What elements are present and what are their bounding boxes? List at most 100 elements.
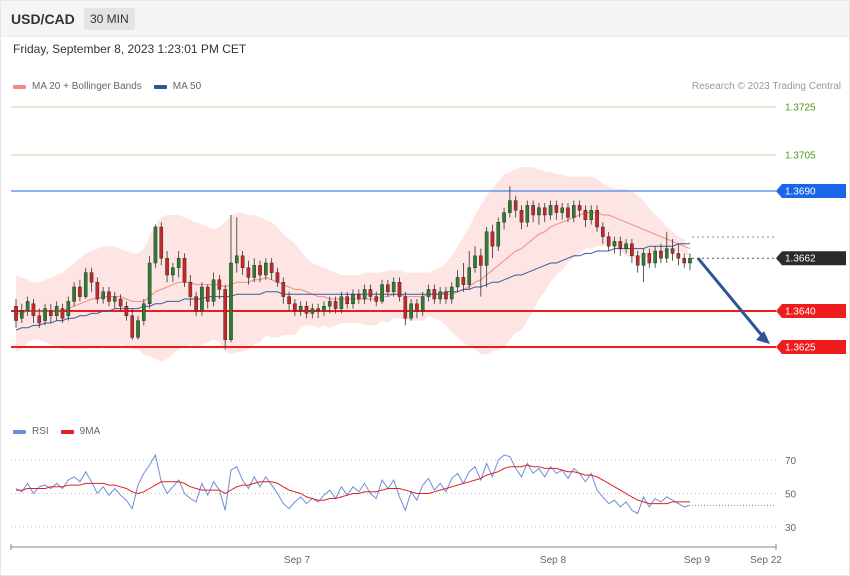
candle-body-71 <box>426 289 431 297</box>
price-label-1: 1.3705 <box>785 151 816 162</box>
level-tag-3 <box>776 251 846 266</box>
main-legend: MA 20 + Bollinger Bands MA 50 <box>13 81 213 92</box>
candle-body-49 <box>298 306 303 312</box>
candle-body-42 <box>258 265 262 276</box>
candle-body-68 <box>409 303 413 319</box>
candle-body-88 <box>525 205 530 223</box>
candle-body-26 <box>165 258 169 276</box>
candle-body-33 <box>205 286 210 302</box>
candle-body-0 <box>14 306 18 321</box>
candle-body-111 <box>659 250 663 259</box>
time-tick-label-0: Sep 7 <box>284 555 311 566</box>
candle-body-110 <box>653 250 657 264</box>
candle-body-74 <box>444 291 448 300</box>
candle-body-40 <box>246 267 251 278</box>
candle-body-69 <box>415 303 419 312</box>
candle-body-106 <box>630 243 634 257</box>
candle-body-113 <box>670 248 675 254</box>
candle-body-15 <box>101 291 105 300</box>
candle-body-41 <box>252 265 257 278</box>
candle-body-3 <box>31 303 36 316</box>
time-tick-label-2: Sep 9 <box>684 555 711 566</box>
candle-body-92 <box>548 205 553 216</box>
level-tag-5 <box>776 340 846 354</box>
candle-body-2 <box>25 301 30 312</box>
price-label-5: 1.3625 <box>785 343 816 354</box>
candle-body-65 <box>391 282 396 293</box>
candle-body-1 <box>20 310 24 319</box>
candle-body-62 <box>374 296 379 302</box>
legend-label-rsi: RSI <box>32 426 49 437</box>
candle-body-45 <box>275 272 280 283</box>
candle-body-25 <box>159 226 164 259</box>
candle-body-12 <box>83 272 88 297</box>
legend-item-ma20: MA 20 + Bollinger Bands <box>13 81 142 92</box>
candle-body-77 <box>461 277 466 285</box>
candle-body-47 <box>287 296 291 305</box>
candle-body-94 <box>560 207 564 213</box>
candle-body-52 <box>316 308 320 312</box>
candle-body-116 <box>688 258 692 264</box>
candle-body-31 <box>194 296 198 312</box>
candle-body-18 <box>118 298 123 307</box>
forecast-arrow-line <box>696 257 766 339</box>
candle-body-83 <box>496 221 501 247</box>
candle-body-37 <box>229 262 233 341</box>
candle-body-21 <box>136 320 140 338</box>
candle-body-51 <box>310 308 315 314</box>
candle-body-27 <box>171 267 175 276</box>
candle-body-54 <box>327 301 332 307</box>
candle-body-86 <box>513 200 518 211</box>
rsi-level-label-2: 30 <box>785 523 797 534</box>
candle-body-114 <box>676 253 681 259</box>
price-label-3: 1.3662 <box>785 254 816 265</box>
candle-body-19 <box>124 306 129 317</box>
candle-body-85 <box>508 200 512 213</box>
symbol-label: USD/CAD <box>11 11 75 27</box>
level-tag-2 <box>776 184 846 198</box>
candle-body-30 <box>188 282 193 297</box>
candle-body-108 <box>641 253 646 266</box>
candle-body-93 <box>554 205 559 213</box>
time-tick-label-1: Sep 8 <box>540 555 567 566</box>
copyright: Research © 2023 Trading Central <box>691 81 841 92</box>
timeframe-badge[interactable]: 30 MIN <box>84 8 135 30</box>
candle-body-16 <box>107 291 111 302</box>
rsi-ma-line <box>16 464 690 505</box>
candle-body-91 <box>542 207 547 216</box>
candle-body-107 <box>635 255 640 266</box>
candle-body-64 <box>386 284 390 293</box>
candle-body-78 <box>467 267 472 285</box>
candle-body-6 <box>49 310 53 317</box>
candle-body-28 <box>176 258 181 269</box>
candle-body-61 <box>368 289 373 297</box>
candle-body-72 <box>432 289 437 300</box>
candle-body-109 <box>647 253 652 264</box>
price-label-0: 1.3725 <box>785 103 816 114</box>
candle-body-112 <box>664 248 669 259</box>
candle-body-96 <box>571 205 576 218</box>
candle-body-10 <box>72 286 76 302</box>
candle-body-50 <box>304 306 309 314</box>
bollinger-band-area <box>16 167 690 362</box>
rsi-level-label-1: 50 <box>785 490 797 501</box>
candle-body-20 <box>130 315 135 338</box>
candle-body-46 <box>281 282 286 297</box>
candle-body-4 <box>37 315 42 324</box>
candle-body-56 <box>339 296 344 309</box>
rsi-level-label-0: 70 <box>785 456 797 467</box>
candle-body-90 <box>537 207 541 216</box>
candle-body-60 <box>362 289 367 300</box>
candle-body-9 <box>66 301 71 316</box>
candle-body-105 <box>624 243 628 249</box>
candle-body-81 <box>484 231 489 266</box>
level-tag-4 <box>776 304 846 318</box>
legend-label-ma20: MA 20 + Bollinger Bands <box>32 81 142 92</box>
candle-body-36 <box>223 289 227 340</box>
candle-body-82 <box>490 231 495 247</box>
legend-item-rsi: RSI <box>13 426 49 437</box>
rsi-line <box>15 453 691 515</box>
candle-body-43 <box>264 262 268 276</box>
candle-body-39 <box>240 255 245 269</box>
